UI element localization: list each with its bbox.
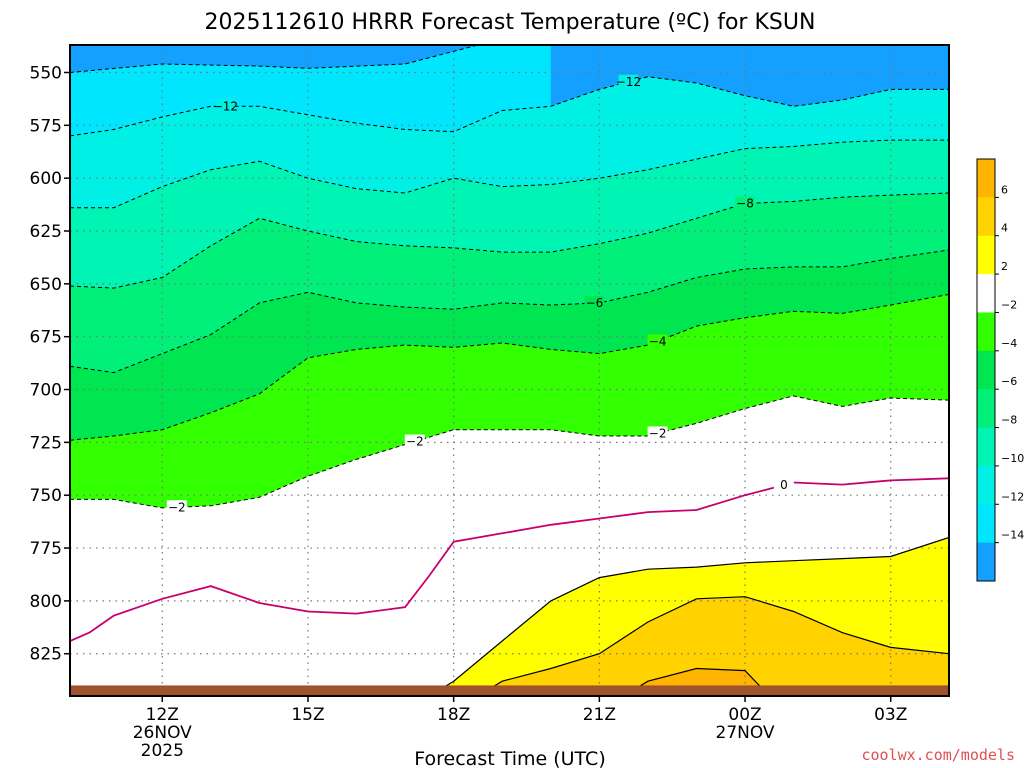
colorbar-swatch — [977, 159, 995, 198]
colorbar-label: −12 — [1001, 490, 1024, 503]
colorbar-swatch — [977, 427, 995, 467]
colorbar-swatch — [977, 465, 995, 505]
colorbar-swatch — [977, 389, 995, 429]
colorbar-label: 2 — [1001, 260, 1008, 273]
colorbar-swatch — [977, 197, 995, 237]
colorbar-label: −10 — [1001, 452, 1024, 465]
colorbar-frame — [976, 158, 996, 582]
y-tick-label: 725 — [30, 433, 62, 453]
colorbar-label: −6 — [1001, 375, 1017, 388]
isotherm-line-4 — [477, 596, 949, 696]
x-tick-label: 15Z — [291, 705, 324, 725]
x-tick-label: 12Z — [146, 705, 179, 725]
isotherm-line--8 — [70, 192, 949, 289]
chart-title: 2025112610 HRRR Forecast Temperature (ºC… — [205, 10, 816, 35]
isotherm-label: 0 — [780, 478, 788, 492]
isotherm-label-bg — [404, 434, 425, 449]
isotherm-line--14 — [70, 45, 551, 73]
isotherm-label: −6 — [586, 296, 604, 310]
band-above-4 — [477, 596, 949, 696]
y-tick-label: 700 — [30, 381, 62, 401]
y-tick-label: 575 — [30, 116, 62, 136]
x-tick-date: 26NOV — [133, 723, 192, 743]
isotherm-label-bg — [618, 74, 639, 89]
colorbar-swatch — [977, 235, 995, 275]
isotherm-line--12 — [70, 76, 949, 137]
x-axis-label: Forecast Time (UTC) — [414, 748, 605, 768]
isotherm-label-bg — [166, 500, 187, 515]
x-tick-date: 27NOV — [716, 723, 775, 743]
x-tick-label: 18Z — [437, 705, 470, 725]
x-tick-label: 03Z — [874, 705, 907, 725]
isotherm-label-bg — [735, 196, 756, 211]
isotherm-line--4 — [70, 293, 949, 441]
colorbar-label: −8 — [1001, 414, 1017, 427]
colorbar-swatch — [977, 350, 995, 390]
colorbar-swatch — [977, 312, 995, 352]
isotherm-line--2 — [70, 395, 949, 509]
isotherm-label-bg — [647, 426, 668, 441]
isotherm-label: −12 — [616, 75, 641, 89]
x-tick-year: 2025 — [141, 741, 184, 761]
y-tick-label: 825 — [30, 645, 62, 665]
colorbar-label: −2 — [1001, 298, 1017, 311]
colorbar-swatch — [977, 274, 995, 313]
isotherm-label-bg — [584, 296, 605, 311]
y-tick-label: 550 — [30, 63, 62, 83]
isotherm-label: −2 — [649, 426, 667, 440]
y-tick-label: 625 — [30, 222, 62, 242]
y-tick-label: 600 — [30, 169, 62, 189]
colorbar-label: 6 — [1001, 183, 1008, 196]
isotherm-label: −12 — [213, 99, 238, 113]
y-tick-label: 675 — [30, 328, 62, 348]
isotherm-label: −2 — [406, 435, 424, 449]
colorbar-label: 4 — [1001, 222, 1008, 235]
y-axis: 550 575 600 625 650 675 700 725 750 775 800 825 — [30, 63, 70, 665]
isotherm-label-bg — [773, 478, 794, 493]
isotherm-label: −2 — [168, 500, 186, 514]
y-tick-label: 750 — [30, 486, 62, 506]
isotherm-label-bg — [647, 334, 668, 349]
colorbar-swatch — [977, 504, 995, 544]
y-tick-label: 650 — [30, 275, 62, 295]
y-tick-label: 800 — [30, 592, 62, 612]
y-tick-label: 775 — [30, 539, 62, 559]
plot-frame — [69, 44, 950, 697]
plot-area: −12 −12 −8 −6 −4 −2 −2 −2 0 — [70, 45, 949, 696]
colorbar: 6 4 2 −2 −4 −6 −8 −10 −12 −14 — [976, 158, 1024, 582]
isotherm-line-2 — [429, 536, 949, 696]
isotherm-line--6 — [70, 249, 949, 374]
isotherm-line--10 — [70, 139, 949, 209]
isotherm-label-bg — [215, 99, 236, 114]
isotherm-label: −4 — [649, 334, 667, 348]
terrain — [70, 685, 949, 696]
x-tick-label: 00Z — [728, 705, 761, 725]
isotherm-label: −8 — [736, 197, 754, 211]
credit-text: coolwx.com/models — [861, 746, 1015, 764]
colorbar-swatch — [977, 542, 995, 582]
x-tick-label: 21Z — [583, 705, 616, 725]
colorbar-label: −14 — [1001, 529, 1024, 542]
colorbar-label: −4 — [1001, 337, 1017, 350]
